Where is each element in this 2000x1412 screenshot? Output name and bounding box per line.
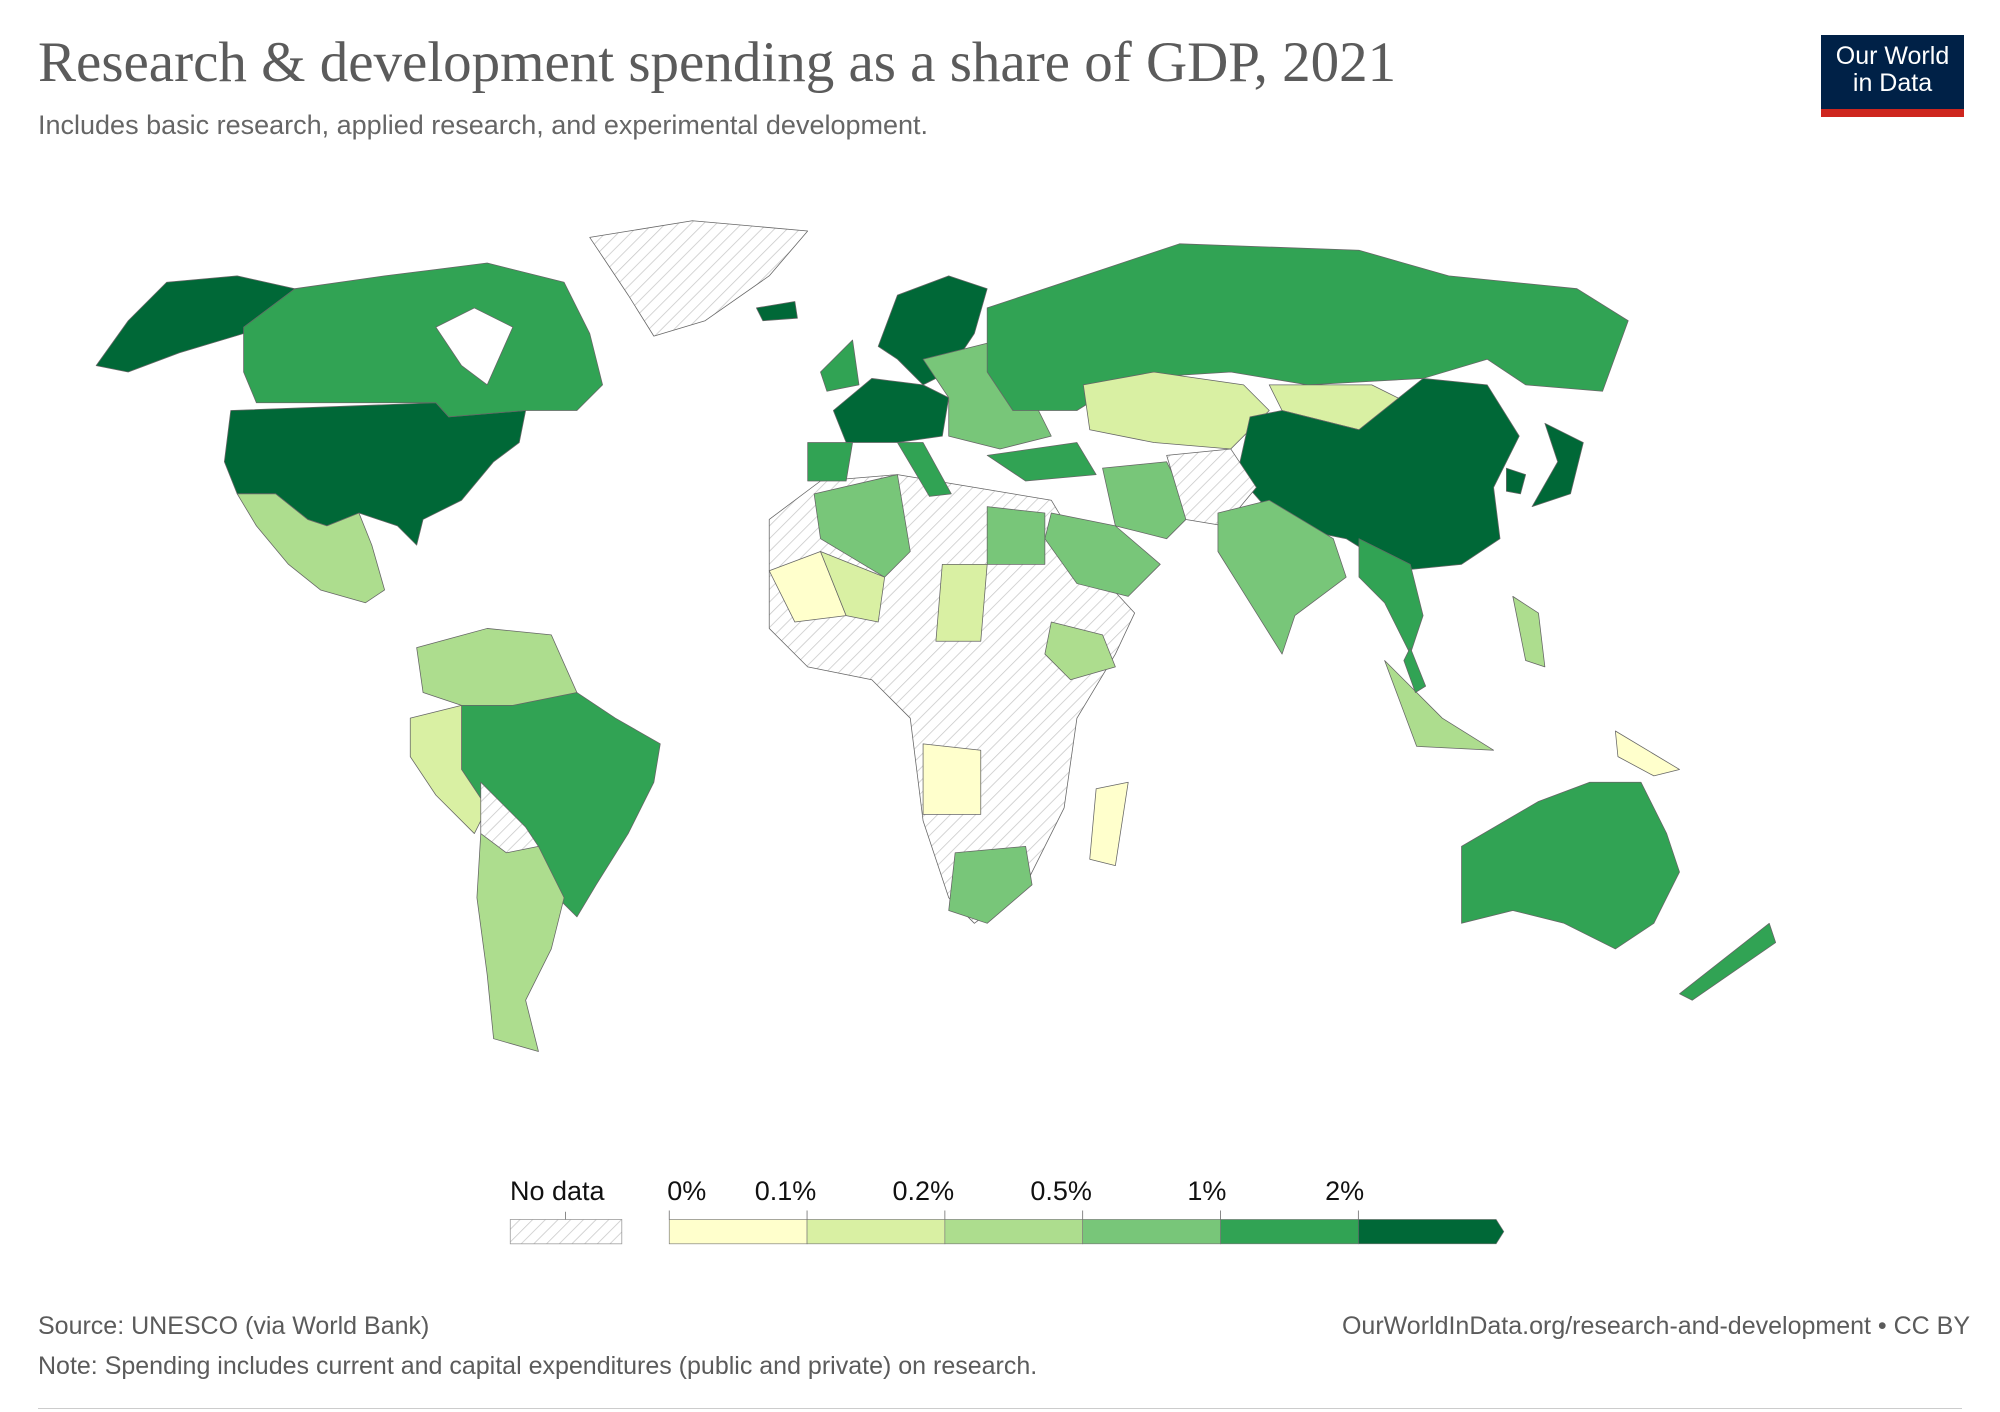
country-turkey[interactable]: [986, 442, 1097, 482]
country-iceland[interactable]: [756, 301, 798, 322]
country-italy[interactable]: [897, 442, 952, 497]
note-text: Note: Spending includes current and capi…: [38, 1352, 1038, 1380]
owid-logo[interactable]: Our World in Data: [1821, 35, 1964, 117]
legend-tick-label: 1%: [1187, 1176, 1227, 1206]
country-india[interactable]: [1217, 499, 1347, 655]
country-mexico[interactable]: [236, 493, 385, 604]
footer-divider: [38, 1408, 1962, 1409]
country-argentina-chile[interactable]: [476, 833, 565, 1052]
source-url-link[interactable]: OurWorldInData.org/research-and-developm…: [1341, 1312, 1970, 1340]
country-russia[interactable]: [986, 243, 1629, 411]
legend-tick-label: 0.5%: [1030, 1176, 1092, 1206]
legend-no-data-swatch: [509, 1219, 623, 1245]
legend-tick-label: 2%: [1325, 1176, 1365, 1206]
country-south-korea[interactable]: [1506, 467, 1527, 495]
country-algeria[interactable]: [813, 474, 911, 578]
legend-bin-2[interactable]: [944, 1219, 1084, 1245]
country-south-africa[interactable]: [948, 846, 1033, 924]
country-western-europe[interactable]: [832, 378, 950, 443]
logo-accent-bar: [1821, 109, 1964, 117]
legend: [509, 1210, 1505, 1245]
country-malaysia[interactable]: [1403, 647, 1427, 693]
country-australia[interactable]: [1461, 781, 1680, 950]
country-papua-new-guinea[interactable]: [1615, 730, 1680, 777]
country-niger[interactable]: [820, 551, 885, 623]
source-text: Source: UNESCO (via World Bank): [38, 1312, 430, 1340]
country-japan[interactable]: [1531, 422, 1584, 508]
chart-title: Research & development spending as a sha…: [38, 31, 1397, 94]
legend-tick-label: 0.2%: [892, 1176, 955, 1206]
legend-bin-1[interactable]: [806, 1219, 946, 1245]
legend-bin-3[interactable]: [1082, 1219, 1221, 1245]
country-uk[interactable]: [820, 339, 860, 392]
legend-tick-label: 0%: [667, 1176, 707, 1206]
country-philippines[interactable]: [1512, 596, 1546, 668]
country-egypt[interactable]: [986, 506, 1046, 565]
legend-tick-label: 0.1%: [754, 1176, 817, 1206]
legend-no-data-label: No data: [510, 1176, 605, 1206]
country-new-zealand[interactable]: [1679, 922, 1777, 1001]
country-bolivia[interactable]: [480, 781, 539, 854]
country-kazakhstan[interactable]: [1082, 371, 1270, 450]
country-madagascar[interactable]: [1089, 781, 1129, 866]
logo-line-1: Our World: [1835, 42, 1950, 70]
legend-bin-5[interactable]: [1358, 1219, 1505, 1245]
country-angola[interactable]: [922, 743, 982, 815]
country-colombia[interactable]: [416, 628, 578, 706]
chart-subtitle: Includes basic research, applied researc…: [38, 110, 929, 140]
hudson-bay: [435, 307, 514, 386]
country-greenland[interactable]: [589, 220, 809, 337]
country-iran[interactable]: [1102, 461, 1193, 540]
logo-line-2: in Data: [1852, 69, 1933, 97]
country-chad[interactable]: [935, 563, 988, 642]
country-scandinavia[interactable]: [877, 275, 988, 386]
country-afghanistan-pakistan[interactable]: [1166, 448, 1257, 527]
country-ethiopia[interactable]: [1044, 621, 1116, 681]
legend-bin-0[interactable]: [668, 1219, 808, 1245]
country-iberia[interactable]: [807, 442, 853, 482]
country-canada[interactable]: [243, 262, 603, 418]
country-indonesia[interactable]: [1384, 660, 1494, 751]
legend-bin-4[interactable]: [1220, 1219, 1359, 1245]
